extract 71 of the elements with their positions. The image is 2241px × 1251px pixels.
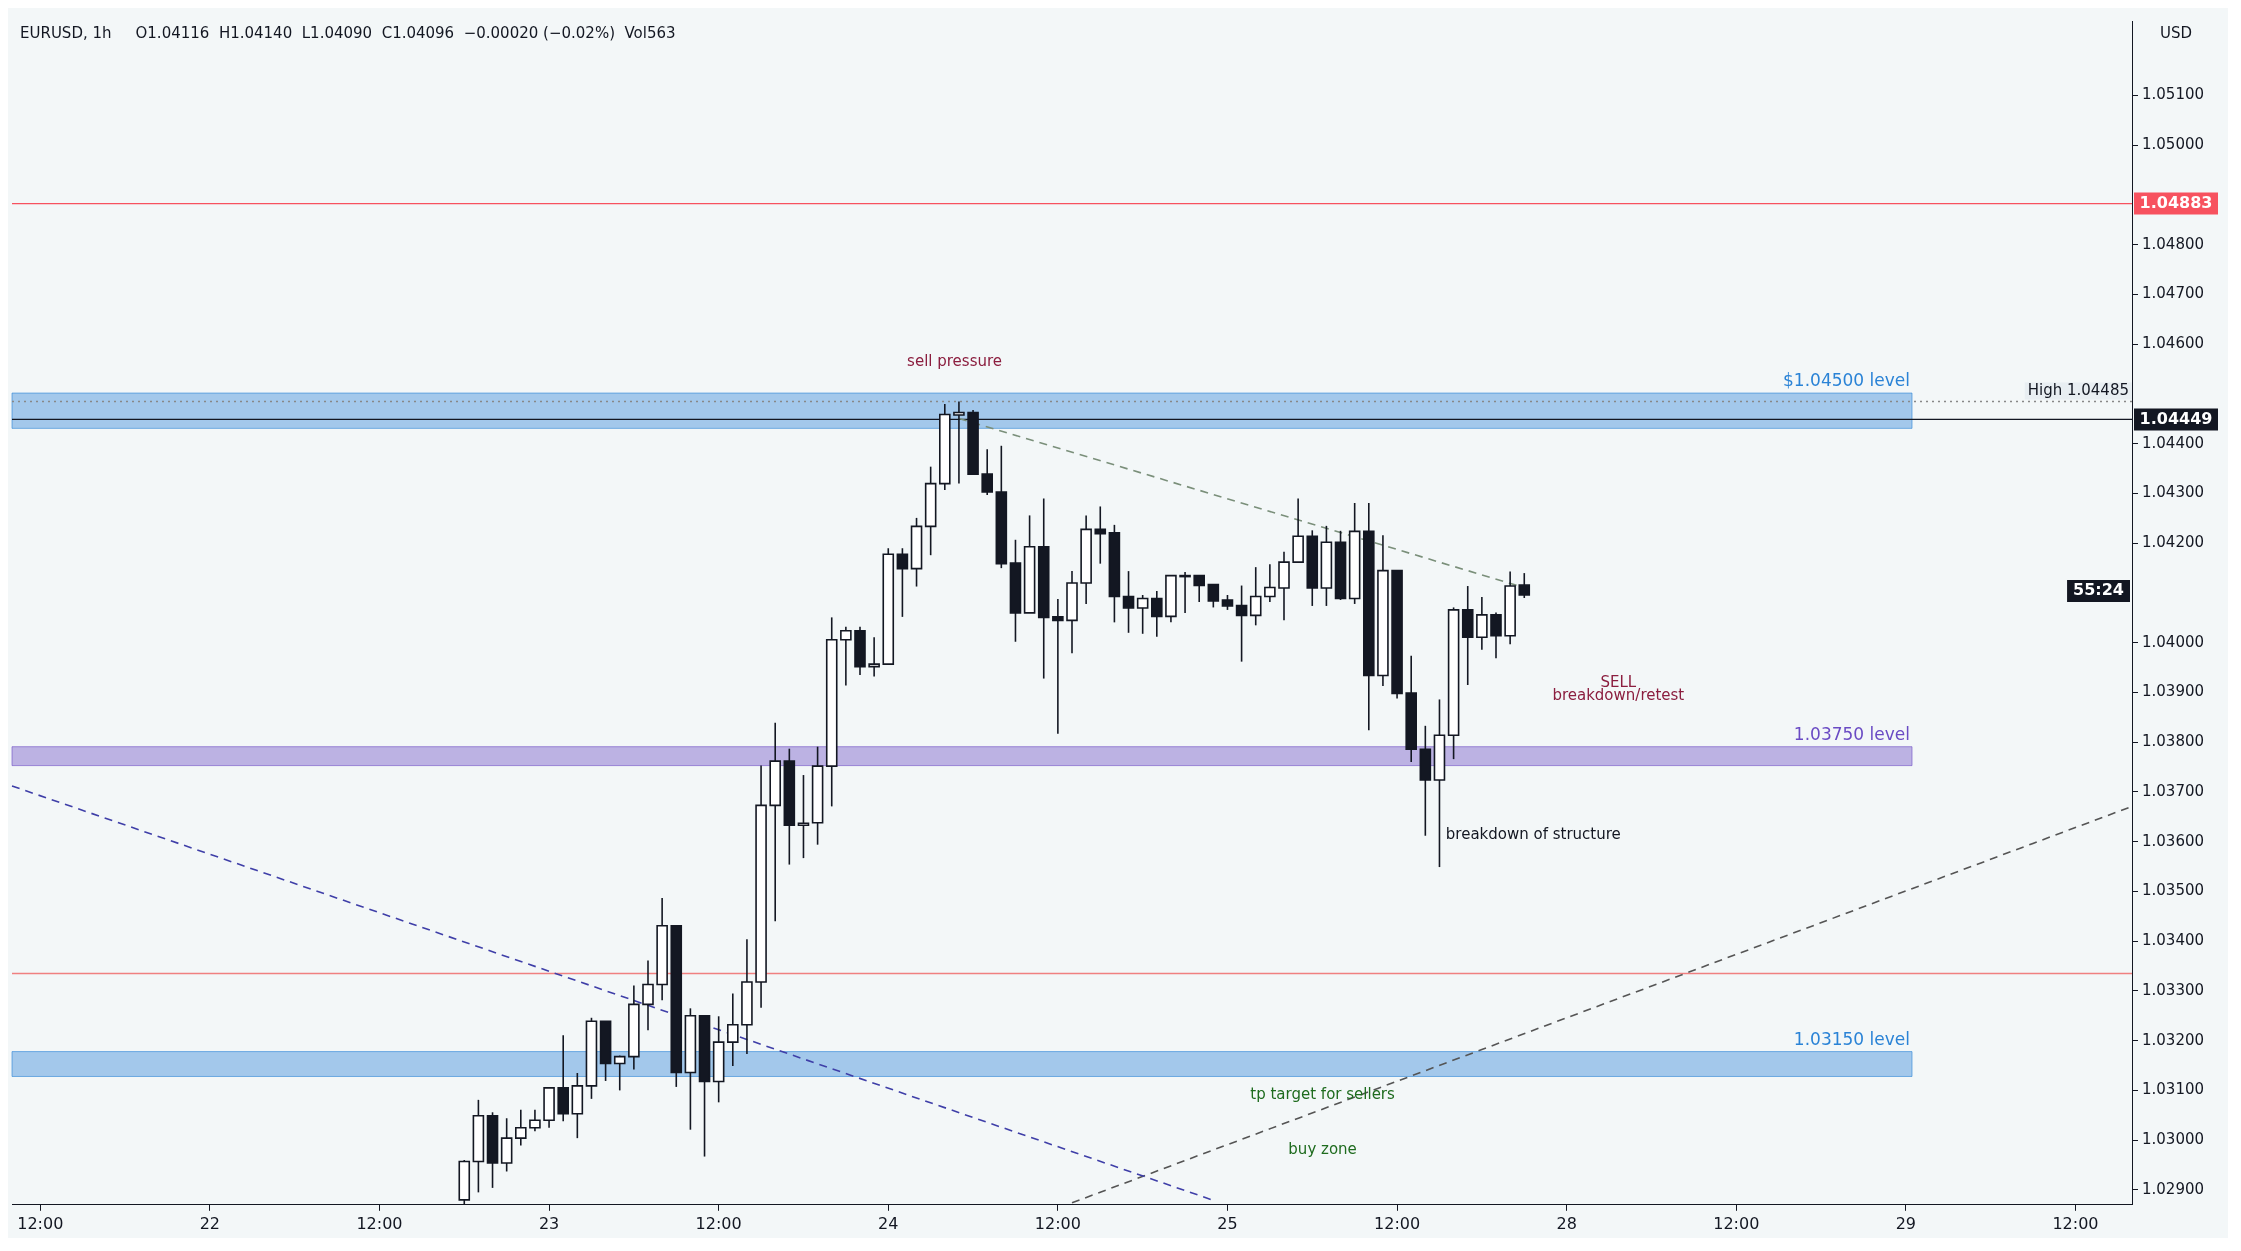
candlestick — [529, 1109, 541, 1132]
candlestick — [1264, 563, 1276, 603]
band-label: $1.04500 level — [1783, 369, 1910, 390]
y-tick-label: 1.04000 — [2142, 632, 2205, 651]
candlestick — [1122, 570, 1135, 634]
x-tick-label: 28 — [1556, 1213, 1577, 1233]
chart-title: EURUSD, 1h — [20, 24, 112, 43]
x-tick-label: 12:00 — [356, 1213, 403, 1233]
x-tick-label: 12:00 — [1374, 1213, 1421, 1233]
candlestick — [727, 992, 739, 1067]
y-axis-title: USD — [2159, 24, 2193, 43]
candlestick — [642, 959, 654, 1032]
candlestick — [896, 547, 909, 618]
candlestick — [1207, 583, 1220, 609]
x-tick-label: 12:00 — [1713, 1213, 1760, 1233]
ref-line-label: High 1.04485 — [2027, 380, 2129, 399]
y-tick-label: 1.03500 — [2142, 881, 2205, 900]
annotation: tp target for sellers — [1250, 1085, 1396, 1104]
y-tick-label: 1.04600 — [2142, 334, 2205, 353]
y-tick-label: 1.04300 — [2142, 483, 2205, 502]
x-tick-label: 12:00 — [1034, 1213, 1081, 1233]
x-tick-label: 12:00 — [2052, 1213, 2099, 1233]
candlestick — [1052, 598, 1064, 735]
candlestick — [1193, 574, 1205, 603]
y-tick-label: 1.03000 — [2142, 1130, 2205, 1149]
band-label: 1.03750 level — [1793, 723, 1910, 744]
annotation: breakdown/retest — [1552, 686, 1685, 705]
candlestick — [1490, 611, 1502, 659]
candlestick — [868, 636, 880, 678]
y-tick-label: 1.04400 — [2142, 433, 2205, 452]
y-tick-label: 1.02900 — [2142, 1179, 2205, 1198]
y-tick-label: 1.03700 — [2142, 781, 2205, 800]
candlestick — [1094, 505, 1107, 565]
x-tick-label: 12:00 — [17, 1213, 64, 1233]
y-tick-label: 1.03400 — [2142, 931, 2205, 950]
x-tick-label: 22 — [199, 1213, 221, 1233]
y-tick-label: 1.05000 — [2142, 135, 2205, 154]
candlestick — [1136, 594, 1149, 635]
y-tick-label: 1.03300 — [2142, 980, 2205, 999]
band-label: 1.03150 level — [1793, 1028, 1910, 1049]
candlestick — [1235, 584, 1248, 663]
annotation: buy zone — [1288, 1139, 1357, 1158]
candlestick — [1518, 572, 1531, 599]
ref-line-label: 1.04883 — [2139, 192, 2213, 212]
candlestick — [840, 626, 852, 687]
y-tick-label: 1.04700 — [2142, 284, 2205, 303]
annotation: 55:24 — [2073, 580, 2124, 600]
candlestick — [613, 1054, 626, 1092]
x-tick-label: 23 — [538, 1213, 560, 1233]
x-tick-label: 24 — [878, 1213, 899, 1233]
annotation: sell pressure — [907, 351, 1003, 370]
candlestick — [1249, 566, 1262, 627]
candlestick — [797, 774, 810, 859]
y-tick-label: 1.03200 — [2142, 1030, 2205, 1049]
y-tick-label: 1.03800 — [2142, 732, 2205, 751]
y-tick-label: 1.04800 — [2142, 234, 2205, 253]
y-tick-label: 1.03900 — [2142, 682, 2205, 701]
y-tick-label: 1.04200 — [2142, 533, 2205, 552]
candlestick — [1151, 590, 1163, 638]
x-tick-label: 12:00 — [695, 1213, 742, 1233]
candlestick — [1476, 596, 1488, 651]
y-tick-label: 1.03100 — [2142, 1080, 2205, 1099]
x-tick-label: 29 — [1895, 1213, 1917, 1233]
y-tick-label: 1.05100 — [2142, 85, 2205, 104]
candlestick — [981, 448, 993, 496]
y-tick-label: 1.03600 — [2142, 831, 2205, 850]
annotation: breakdown of structure — [1445, 825, 1621, 844]
chart-subtitle: O1.04116 H1.04140 L1.04090 C1.04096 −0.00020 (−0.02%) Vol563 — [135, 24, 676, 43]
candlestick — [515, 1109, 527, 1147]
ref-line-label: 1.04449 — [2139, 408, 2213, 428]
x-tick-label: 25 — [1217, 1213, 1238, 1233]
